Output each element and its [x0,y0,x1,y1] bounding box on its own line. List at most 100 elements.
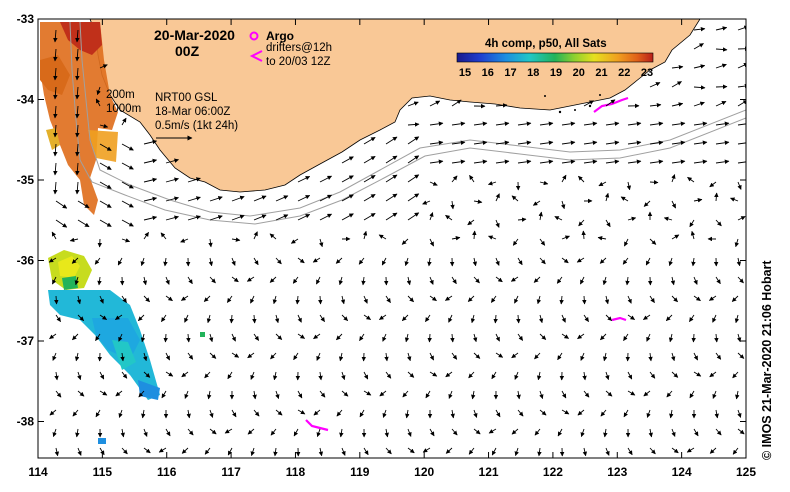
current-arrow [583,121,598,126]
current-arrow [473,121,488,126]
current-arrow [382,409,387,418]
current-arrow [297,194,311,202]
current-arrow [715,63,727,69]
current-arrow [599,257,607,264]
current-arrow [422,447,431,453]
current-arrow [161,390,167,399]
current-arrow [491,447,497,456]
current-arrow [231,352,240,358]
currents-product: NRT00 GSL [155,92,218,104]
current-arrow [76,295,82,305]
current-arrow [184,390,189,399]
current-arrow [732,371,739,379]
current-arrow [582,295,587,305]
current-arrow [52,428,57,438]
current-arrow [96,86,101,96]
current-arrow [473,409,478,418]
current-arrow [670,352,676,362]
current-arrow [627,390,636,396]
current-arrow [165,352,171,361]
current-arrow [516,314,521,324]
current-arrow [693,198,703,203]
current-arrow [429,295,437,302]
current-arrow [209,196,223,202]
current-arrow [165,428,171,437]
current-arrow [117,257,123,266]
current-arrow [495,333,500,342]
current-arrow [75,67,80,81]
current-arrow [75,86,80,100]
current-arrow [224,428,233,434]
current-arrow [693,101,705,107]
y-tick-label: -33 [17,12,35,26]
current-arrow [269,276,277,283]
current-arrow [709,371,717,378]
current-arrow [539,409,547,416]
current-arrow [429,212,434,221]
current-arrow [297,213,311,221]
current-arrow [448,314,453,323]
current-arrow [53,143,58,157]
colorbar-tick-label: 19 [550,67,562,79]
current-arrow [627,216,637,222]
current-arrow [407,155,420,164]
current-arrow [121,162,134,170]
current-arrow [253,257,259,266]
current-arrow [95,409,101,418]
current-arrow [429,100,441,107]
current-arrow [714,333,719,343]
current-arrow [275,409,283,416]
current-arrow [689,219,695,228]
current-arrow [450,409,455,419]
current-arrow [293,352,299,361]
current-arrow [180,238,189,243]
current-arrow [209,276,216,284]
current-arrow [693,85,706,90]
current-arrow [319,314,325,322]
current-arrow [671,102,684,107]
current-arrow [74,352,80,362]
current-arrow [737,63,746,69]
current-arrow [118,409,123,418]
current-arrow [69,237,79,243]
current-arrow [49,409,57,416]
current-arrow [53,124,58,138]
current-arrow [319,390,326,398]
current-arrow [689,314,695,322]
current-arrow [51,276,57,285]
current-arrow [467,295,475,302]
current-arrow [577,409,585,416]
current-arrow [536,295,542,305]
current-arrow [715,159,730,164]
current-arrow [649,295,655,303]
y-axis: -33 -34 -35 -36 -37 -38 [17,12,746,429]
current-arrow [487,181,497,186]
current-arrow [451,121,466,126]
current-arrow [143,295,150,303]
current-arrow [53,86,58,100]
current-arrow [687,176,695,183]
current-arrow [715,219,722,227]
current-arrow [77,200,90,209]
x-tick-label: 121 [479,465,499,479]
current-arrow [385,136,398,145]
current-arrow [605,219,611,228]
current-arrow [737,123,746,126]
current-arrow [406,276,412,286]
current-arrow [561,121,576,126]
current-arrow [231,333,236,342]
current-arrow [602,276,608,286]
current-arrow [75,143,80,157]
colorbar-tick-label: 16 [482,67,494,79]
current-arrow [363,194,376,202]
current-arrow [600,409,607,417]
current-arrow [580,428,585,438]
current-arrow [95,98,101,107]
current-arrow [48,257,57,263]
current-arrow [121,117,127,126]
current-arrow [473,199,483,204]
current-arrow [55,219,68,228]
current-arrow [451,428,458,436]
current-arrow [75,428,80,438]
map-time: 00Z [175,43,200,59]
